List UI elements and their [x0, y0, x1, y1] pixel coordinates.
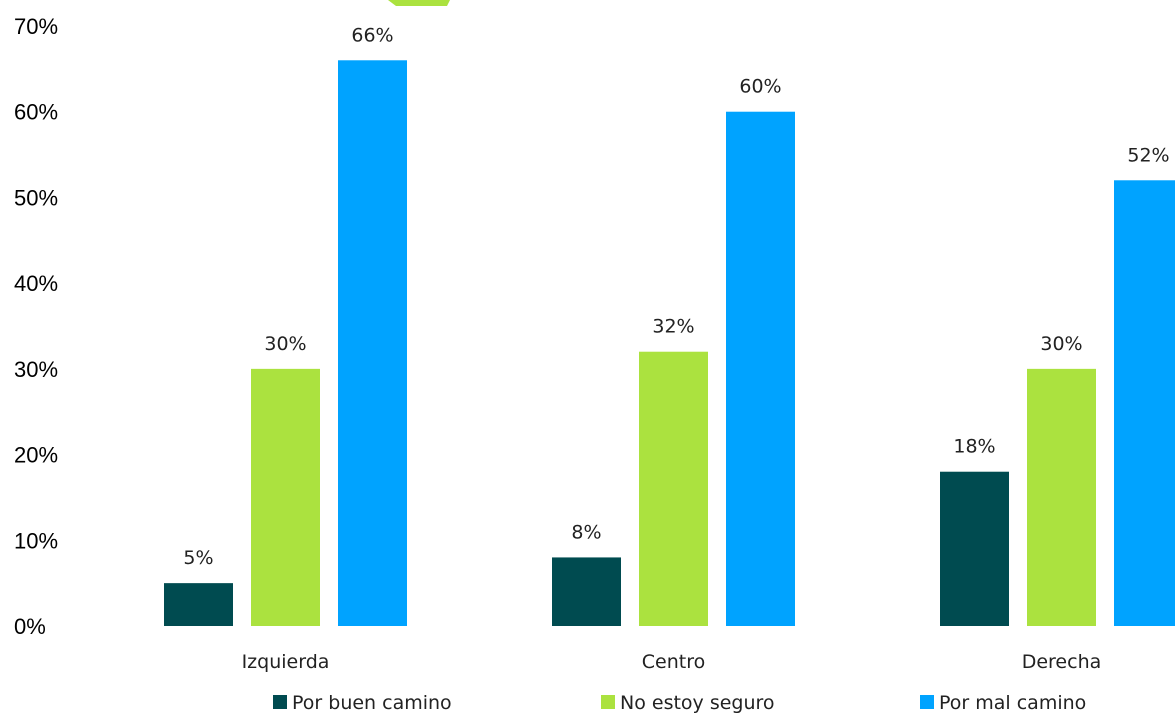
data-label: 18% [953, 436, 995, 458]
legend-swatch [601, 695, 615, 709]
data-label: 60% [739, 76, 781, 98]
data-label: 52% [1127, 144, 1169, 166]
bar [1027, 368, 1096, 626]
bar [1114, 180, 1175, 627]
data-label: 8% [571, 521, 601, 543]
legend-swatch [920, 695, 934, 709]
data-label: 30% [264, 333, 306, 355]
y-tick-label: 70% [14, 14, 58, 39]
data-label: 5% [183, 547, 213, 569]
legend-label: No estoy seguro [620, 692, 775, 714]
y-tick-label: 40% [14, 271, 58, 296]
bar [164, 583, 233, 626]
data-labels: 5% 30% 66% 8% 32% 60% 18% 30% 52% [183, 24, 1169, 569]
y-tick-label: 0% [14, 614, 46, 639]
decorative-shape [388, 0, 450, 6]
category-label: Centro [642, 651, 705, 673]
legend: Por buen camino No estoy seguro Por mal ca… [273, 692, 1086, 714]
y-tick-label: 50% [14, 185, 58, 210]
bar [338, 60, 407, 627]
y-tick-label: 30% [14, 357, 58, 382]
data-label: 32% [652, 316, 694, 338]
legend-label: Por buen camino [292, 692, 452, 714]
bar [251, 368, 320, 626]
bar [639, 351, 708, 626]
bar [940, 471, 1009, 626]
y-tick-label: 10% [14, 528, 58, 553]
category-labels: Izquierda Centro Derecha [242, 651, 1102, 673]
bar [552, 557, 621, 626]
bars [164, 60, 1175, 627]
y-tick-label: 20% [14, 443, 58, 468]
y-axis: 0% 10% 20% 30% 40% 50% 60% 70% [14, 14, 58, 639]
category-label: Derecha [1022, 651, 1102, 673]
category-label: Izquierda [242, 651, 330, 673]
legend-label: Por mal camino [939, 692, 1086, 714]
y-tick-label: 60% [14, 100, 58, 125]
data-label: 66% [351, 24, 393, 46]
bar [726, 111, 795, 626]
legend-swatch [273, 695, 287, 709]
data-label: 30% [1040, 333, 1082, 355]
